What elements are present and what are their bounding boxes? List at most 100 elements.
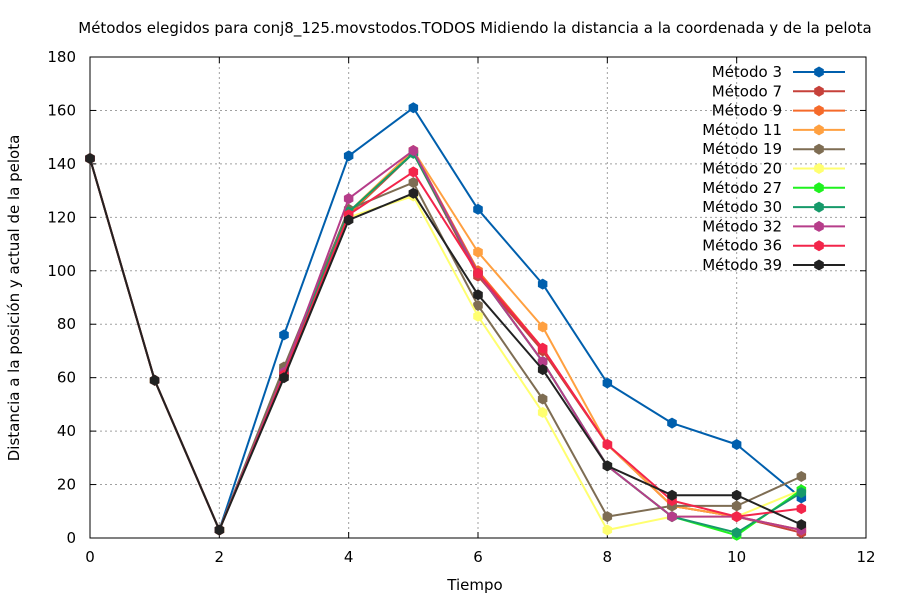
legend-swatch-marker <box>814 85 824 97</box>
legend-swatch-marker <box>814 163 824 174</box>
legend-swatch-marker <box>814 201 824 213</box>
data-point <box>408 177 419 189</box>
y-tick-label: 60 <box>57 369 76 387</box>
data-point <box>602 439 613 450</box>
chart-title: Métodos elegidos para conj8_125.movstodo… <box>78 19 872 38</box>
y-tick-label: 140 <box>47 155 76 173</box>
legend-item: Método 9 <box>712 102 845 120</box>
series-line <box>89 149 802 531</box>
data-point <box>473 289 483 301</box>
series-m-todo-9 <box>85 145 807 536</box>
legend-item: Método 27 <box>702 179 845 197</box>
data-point <box>667 489 677 501</box>
data-point <box>731 489 742 501</box>
x-tick-label: 0 <box>85 548 95 566</box>
legend-label: Método 3 <box>712 63 782 81</box>
data-point <box>731 439 742 450</box>
data-point <box>537 342 548 354</box>
x-tick-label: 6 <box>473 548 483 566</box>
data-point <box>343 214 354 226</box>
data-point <box>473 310 483 322</box>
y-tick-label: 20 <box>57 476 76 494</box>
y-tick-label: 120 <box>47 208 76 226</box>
data-point <box>473 267 483 279</box>
x-tick-label: 4 <box>344 548 354 566</box>
legend-swatch-marker <box>814 105 824 117</box>
series-line <box>89 106 802 531</box>
data-point <box>214 524 225 536</box>
data-point <box>85 153 95 164</box>
data-point <box>537 321 548 333</box>
data-point <box>796 487 807 499</box>
data-point <box>408 187 419 199</box>
y-tick-label: 80 <box>57 315 76 333</box>
legend-swatch-marker <box>814 143 824 155</box>
legend-swatch-marker <box>814 66 824 78</box>
data-point <box>796 503 807 515</box>
data-point <box>731 527 742 539</box>
data-point <box>602 377 613 389</box>
y-axis-label: Distancia a la posición y actual de la p… <box>5 135 23 462</box>
legend-label: Método 36 <box>702 237 782 255</box>
legend-label: Método 27 <box>702 179 782 197</box>
legend-label: Método 9 <box>712 102 782 120</box>
data-point <box>796 519 807 531</box>
legend-swatch-marker <box>814 124 824 136</box>
data-point <box>731 511 742 523</box>
legend-swatch-marker <box>814 182 824 194</box>
series-m-todo-11 <box>85 145 807 536</box>
legend-label: Método 32 <box>702 217 782 235</box>
data-point <box>149 374 160 386</box>
legend-item: Método 39 <box>702 256 845 274</box>
series-m-todo-32 <box>85 145 807 536</box>
legend-item: Método 32 <box>702 217 845 235</box>
x-axis-label: Tiempo <box>446 576 502 594</box>
series-layer <box>85 102 807 541</box>
legend-label: Método 30 <box>702 198 782 216</box>
y-tick-label: 0 <box>66 529 76 547</box>
legend-item: Método 11 <box>702 121 845 139</box>
data-point <box>537 393 548 405</box>
series-line <box>89 158 802 531</box>
legend-item: Método 19 <box>702 140 845 158</box>
legend-item: Método 36 <box>702 237 845 255</box>
legend-item: Método 7 <box>712 82 845 100</box>
grid-layer <box>90 57 866 538</box>
legend-label: Método 11 <box>702 121 782 139</box>
series-m-todo-30 <box>85 147 807 539</box>
legend-label: Método 39 <box>702 256 782 274</box>
data-point <box>473 203 483 215</box>
x-tick-label: 12 <box>856 548 875 566</box>
legend-swatch-marker <box>814 259 824 271</box>
data-point <box>537 278 548 290</box>
series-line <box>89 149 802 531</box>
series-m-todo-7 <box>85 147 807 539</box>
data-point <box>667 417 677 429</box>
y-tick-label: 40 <box>57 422 76 440</box>
legend-item: Método 30 <box>702 198 845 216</box>
legend-item: Método 20 <box>702 160 845 178</box>
data-point <box>408 145 419 156</box>
data-point <box>602 511 613 523</box>
series-m-todo-39 <box>85 153 807 536</box>
x-tick-label: 8 <box>603 548 613 566</box>
data-point <box>473 300 483 311</box>
legend-swatch-marker <box>814 240 824 252</box>
data-point <box>602 460 613 472</box>
data-point <box>473 246 483 258</box>
series-m-todo-27 <box>85 147 807 541</box>
legend-label: Método 19 <box>702 140 782 158</box>
y-tick-label: 100 <box>47 262 76 280</box>
x-tick-label: 10 <box>727 548 746 566</box>
data-point <box>279 329 289 341</box>
legend-label: Método 7 <box>712 82 782 100</box>
data-point <box>408 102 419 114</box>
data-point <box>731 500 742 512</box>
data-point <box>796 471 807 482</box>
x-tick-label: 2 <box>215 548 225 566</box>
data-point <box>537 406 548 418</box>
data-point <box>343 150 354 162</box>
